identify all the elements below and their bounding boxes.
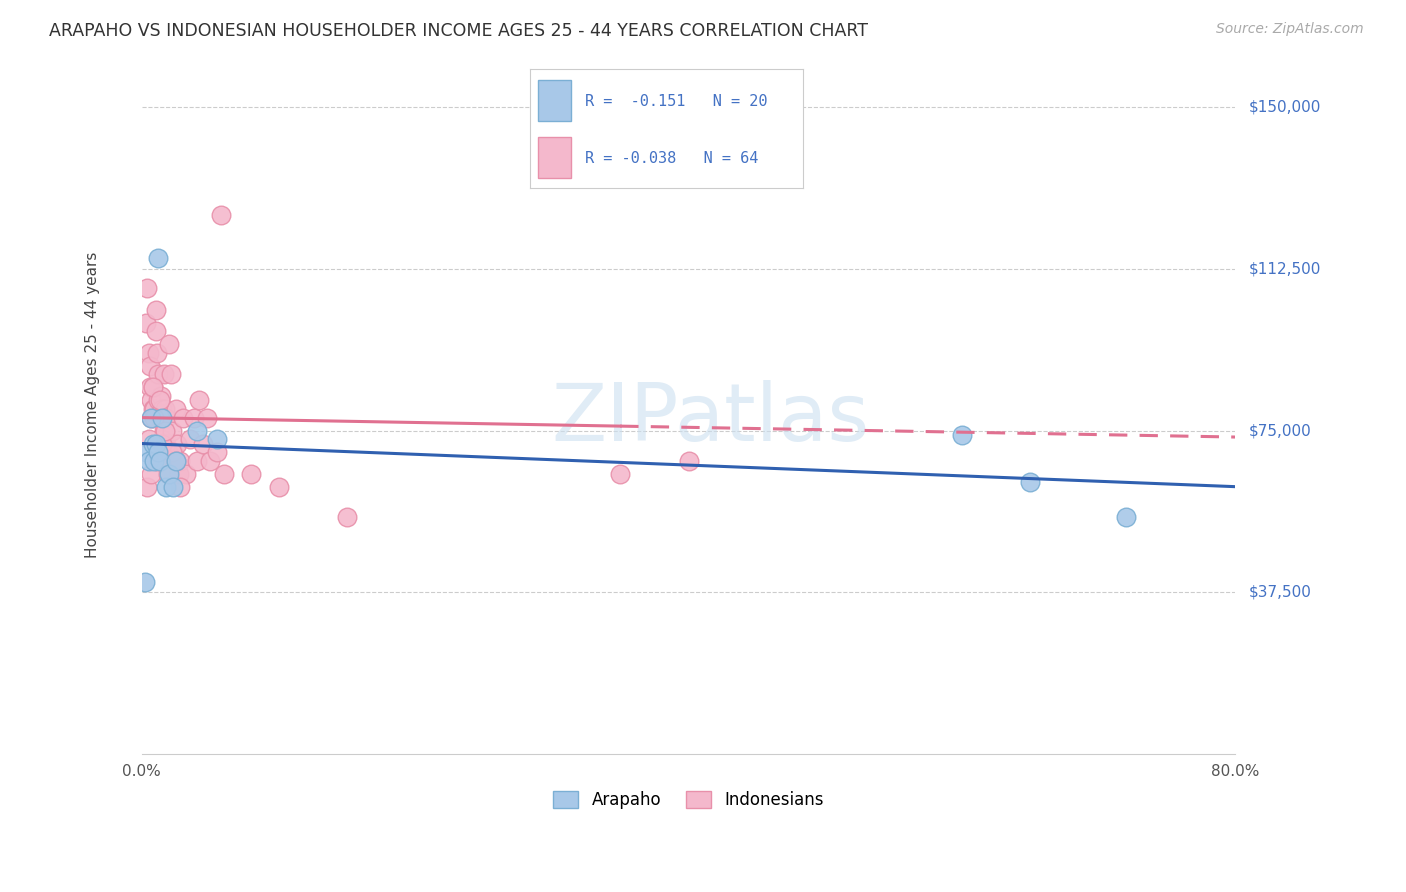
Point bbox=[150, 436, 173, 450]
Point bbox=[157, 337, 180, 351]
Point bbox=[136, 281, 159, 295]
Point bbox=[148, 368, 170, 382]
Text: $150,000: $150,000 bbox=[1249, 99, 1320, 114]
Legend: Arapaho, Indonesians: Arapaho, Indonesians bbox=[547, 784, 831, 816]
Point bbox=[160, 424, 183, 438]
Point bbox=[609, 467, 631, 481]
Point bbox=[143, 410, 166, 425]
Point bbox=[162, 480, 184, 494]
Point bbox=[138, 454, 160, 468]
Point bbox=[950, 428, 973, 442]
Point bbox=[148, 251, 170, 265]
Point bbox=[148, 393, 170, 408]
Point bbox=[155, 410, 177, 425]
Point bbox=[165, 454, 187, 468]
Point bbox=[163, 454, 186, 468]
Point bbox=[174, 467, 197, 481]
Point bbox=[149, 393, 172, 408]
Point bbox=[141, 410, 163, 425]
Point bbox=[145, 324, 167, 338]
Point bbox=[135, 316, 157, 330]
Text: ARAPAHO VS INDONESIAN HOUSEHOLDER INCOME AGES 25 - 44 YEARS CORRELATION CHART: ARAPAHO VS INDONESIAN HOUSEHOLDER INCOME… bbox=[49, 22, 869, 40]
Point bbox=[160, 445, 183, 459]
Text: $37,500: $37,500 bbox=[1249, 585, 1312, 600]
Point bbox=[148, 445, 170, 459]
Text: ZIPatlas: ZIPatlas bbox=[551, 380, 869, 458]
Point bbox=[188, 393, 211, 408]
Point bbox=[156, 467, 179, 481]
Point bbox=[157, 467, 180, 481]
Point bbox=[145, 302, 167, 317]
Point bbox=[141, 467, 163, 481]
Point bbox=[139, 380, 162, 394]
Point bbox=[143, 454, 166, 468]
Point bbox=[169, 454, 191, 468]
Point bbox=[198, 454, 221, 468]
Point bbox=[336, 509, 359, 524]
Point bbox=[141, 410, 163, 425]
Point bbox=[145, 436, 167, 450]
Point bbox=[166, 436, 188, 450]
Point bbox=[165, 454, 187, 468]
Point bbox=[1019, 475, 1042, 490]
Point bbox=[143, 402, 166, 417]
Point bbox=[138, 346, 160, 360]
Point bbox=[156, 445, 179, 459]
Text: $112,500: $112,500 bbox=[1249, 261, 1320, 277]
Text: Householder Income Ages 25 - 44 years: Householder Income Ages 25 - 44 years bbox=[86, 252, 100, 558]
Point bbox=[149, 410, 172, 425]
Text: Source: ZipAtlas.com: Source: ZipAtlas.com bbox=[1216, 22, 1364, 37]
Point bbox=[150, 432, 173, 446]
Point bbox=[678, 454, 700, 468]
Point bbox=[162, 445, 184, 459]
Point bbox=[149, 454, 172, 468]
Point bbox=[155, 480, 177, 494]
Point bbox=[138, 432, 160, 446]
Point bbox=[1115, 509, 1137, 524]
Point bbox=[149, 389, 172, 403]
Point bbox=[183, 410, 205, 425]
Point bbox=[142, 436, 165, 450]
Point bbox=[142, 380, 165, 394]
Point bbox=[134, 574, 156, 589]
Point bbox=[150, 410, 173, 425]
Point bbox=[136, 480, 159, 494]
Point bbox=[139, 359, 162, 373]
Point bbox=[142, 402, 165, 417]
Point bbox=[165, 402, 187, 417]
Point bbox=[152, 424, 174, 438]
Text: $75,000: $75,000 bbox=[1249, 423, 1312, 438]
Point bbox=[193, 436, 215, 450]
Point bbox=[197, 410, 219, 425]
Point bbox=[146, 454, 169, 468]
Point bbox=[152, 368, 174, 382]
Point bbox=[172, 410, 194, 425]
Point bbox=[153, 402, 176, 417]
Point bbox=[267, 480, 290, 494]
Point bbox=[205, 432, 228, 446]
Point bbox=[212, 467, 235, 481]
Point bbox=[159, 368, 181, 382]
Point bbox=[186, 424, 208, 438]
Point bbox=[209, 208, 232, 222]
Point bbox=[240, 467, 263, 481]
Point bbox=[146, 346, 169, 360]
Point bbox=[169, 480, 191, 494]
Point bbox=[153, 424, 176, 438]
Point bbox=[205, 445, 228, 459]
Point bbox=[150, 402, 173, 417]
Point bbox=[179, 432, 201, 446]
Point bbox=[142, 380, 165, 394]
Point bbox=[141, 393, 163, 408]
Point bbox=[186, 454, 208, 468]
Point bbox=[135, 445, 157, 459]
Point bbox=[167, 467, 190, 481]
Point bbox=[155, 436, 177, 450]
